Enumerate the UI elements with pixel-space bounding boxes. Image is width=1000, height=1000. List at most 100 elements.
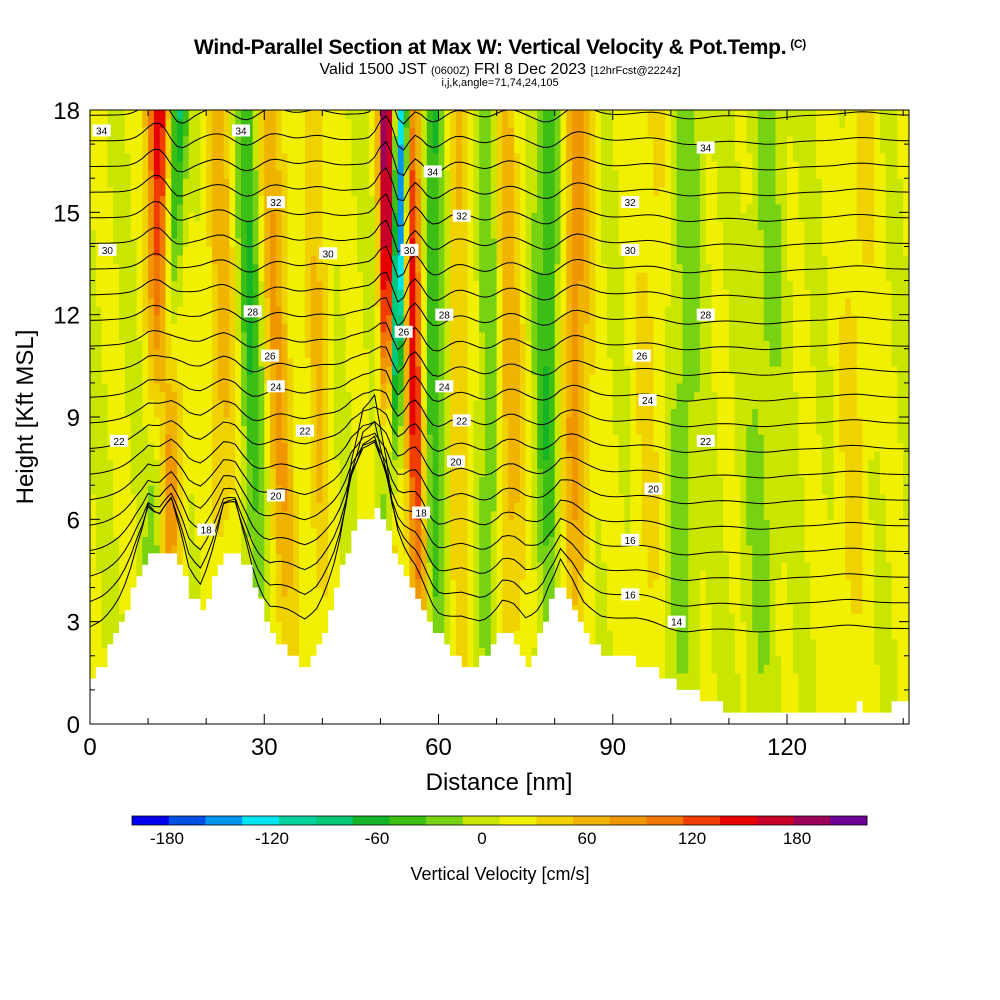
velocity-cell bbox=[223, 331, 231, 341]
velocity-cell bbox=[403, 169, 411, 179]
velocity-cell bbox=[107, 161, 114, 171]
velocity-cell bbox=[252, 169, 260, 179]
velocity-cell bbox=[107, 493, 114, 503]
velocity-cell bbox=[119, 451, 126, 461]
velocity-cell bbox=[188, 459, 196, 469]
velocity-cell bbox=[107, 502, 114, 512]
velocity-cell bbox=[200, 382, 207, 393]
velocity-cell bbox=[333, 365, 341, 375]
velocity-cell bbox=[107, 536, 114, 546]
velocity-cell bbox=[333, 374, 341, 384]
velocity-cell bbox=[177, 178, 184, 188]
velocity-cell bbox=[142, 331, 149, 341]
velocity-cell bbox=[397, 382, 405, 393]
velocity-cell bbox=[235, 144, 242, 154]
velocity-cell bbox=[368, 417, 376, 427]
velocity-cell bbox=[171, 519, 178, 529]
velocity-cell bbox=[124, 527, 132, 537]
velocity-cell bbox=[101, 374, 109, 384]
velocity-cell bbox=[386, 382, 393, 393]
velocity-cell bbox=[171, 476, 178, 486]
velocity-cell bbox=[316, 110, 323, 120]
velocity-cell bbox=[304, 237, 312, 248]
velocity-cell bbox=[177, 399, 184, 410]
velocity-cell bbox=[275, 220, 283, 230]
velocity-cell bbox=[275, 203, 283, 213]
velocity-cell bbox=[467, 630, 474, 640]
velocity-cell bbox=[165, 476, 172, 486]
velocity-cell bbox=[310, 613, 318, 623]
velocity-cell bbox=[206, 425, 213, 435]
velocity-cell bbox=[275, 161, 283, 171]
velocity-cell bbox=[380, 186, 387, 196]
velocity-cell bbox=[252, 135, 260, 145]
velocity-cell bbox=[182, 195, 190, 205]
velocity-cell bbox=[363, 254, 370, 265]
velocity-cell bbox=[299, 263, 306, 273]
velocity-cell bbox=[363, 212, 370, 222]
velocity-cell bbox=[148, 374, 155, 384]
velocity-cell bbox=[403, 212, 411, 222]
velocity-cell bbox=[252, 476, 260, 486]
velocity-cell bbox=[107, 468, 114, 478]
velocity-cell bbox=[421, 127, 428, 137]
velocity-cell bbox=[479, 314, 486, 324]
velocity-cell bbox=[229, 536, 236, 546]
velocity-cell bbox=[270, 340, 277, 350]
velocity-cell bbox=[241, 118, 248, 128]
velocity-cell bbox=[432, 442, 440, 452]
velocity-cell bbox=[235, 297, 242, 307]
velocity-cell bbox=[142, 246, 149, 256]
velocity-cell bbox=[316, 553, 323, 563]
velocity-cell bbox=[444, 613, 451, 623]
velocity-cell bbox=[229, 510, 236, 520]
velocity-cell bbox=[438, 246, 445, 256]
velocity-cell bbox=[270, 118, 277, 128]
velocity-cell bbox=[258, 442, 265, 452]
velocity-cell bbox=[223, 323, 231, 333]
velocity-cell bbox=[455, 195, 463, 205]
velocity-cell bbox=[177, 544, 184, 555]
velocity-cell bbox=[119, 314, 126, 324]
velocity-cell bbox=[217, 110, 225, 120]
velocity-cell bbox=[223, 212, 231, 222]
velocity-cell bbox=[473, 391, 480, 401]
velocity-cell bbox=[484, 417, 492, 427]
velocity-cell bbox=[206, 382, 213, 393]
velocity-cell bbox=[380, 254, 387, 265]
velocity-cell bbox=[304, 229, 312, 239]
velocity-cell bbox=[270, 604, 277, 614]
velocity-cell bbox=[101, 280, 109, 290]
velocity-cell bbox=[357, 485, 364, 495]
velocity-cell bbox=[113, 561, 120, 572]
velocity-cell bbox=[258, 399, 265, 410]
velocity-cell bbox=[241, 178, 248, 188]
velocity-cell bbox=[194, 263, 201, 273]
velocity-cell bbox=[374, 118, 382, 128]
velocity-cell bbox=[409, 493, 416, 503]
velocity-cell bbox=[438, 527, 445, 537]
velocity-cell bbox=[345, 220, 352, 230]
velocity-cell bbox=[95, 408, 103, 418]
velocity-cell bbox=[386, 254, 393, 265]
velocity-cell bbox=[159, 280, 167, 290]
velocity-cell bbox=[107, 203, 114, 213]
velocity-cell bbox=[188, 561, 196, 572]
velocity-cell bbox=[293, 195, 300, 205]
velocity-cell bbox=[165, 212, 172, 222]
velocity-cell bbox=[351, 357, 358, 367]
velocity-cell bbox=[426, 536, 434, 546]
velocity-cell bbox=[299, 638, 306, 648]
velocity-cell bbox=[148, 527, 155, 537]
velocity-cell bbox=[165, 493, 172, 503]
velocity-cell bbox=[177, 434, 184, 444]
velocity-cell bbox=[339, 357, 347, 367]
velocity-cell bbox=[403, 135, 411, 145]
velocity-cell bbox=[171, 340, 178, 350]
velocity-cell bbox=[264, 399, 271, 410]
velocity-cell bbox=[339, 195, 347, 205]
velocity-cell bbox=[95, 579, 103, 589]
velocity-cell bbox=[322, 203, 329, 213]
velocity-cell bbox=[421, 263, 428, 273]
velocity-cell bbox=[479, 536, 486, 546]
